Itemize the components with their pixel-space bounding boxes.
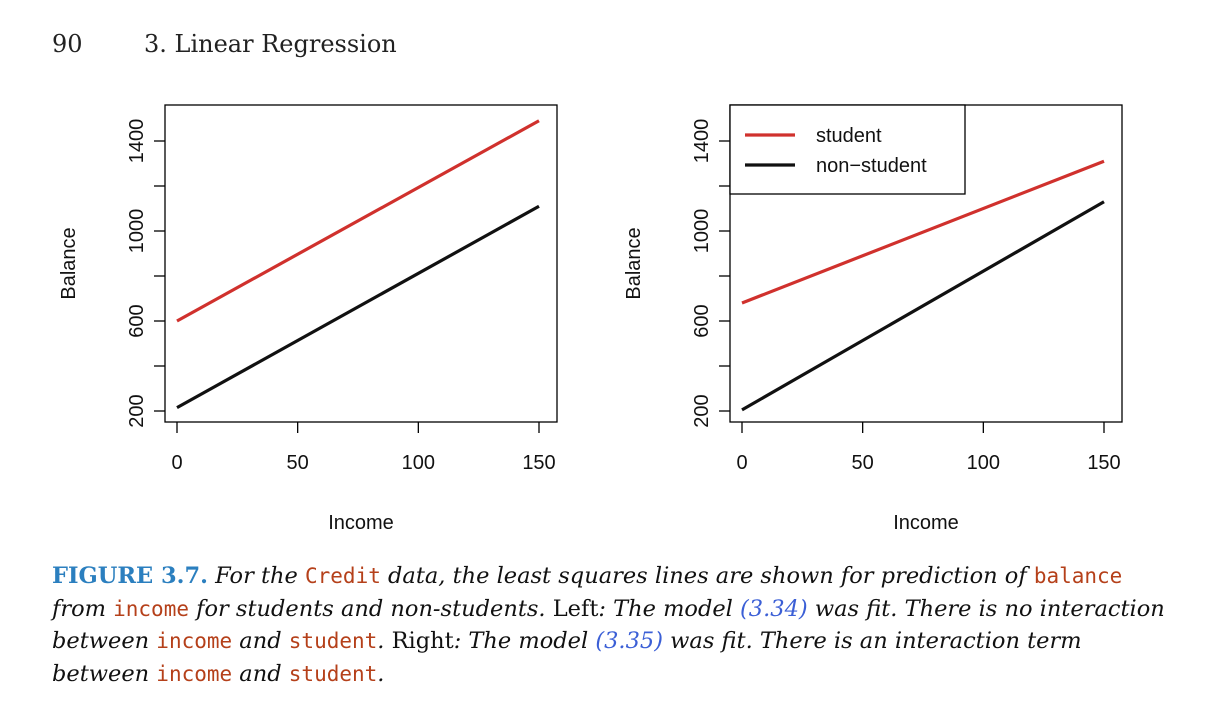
page-header: 90 3. Linear Regression	[52, 30, 397, 58]
section-title: 3. Linear Regression	[144, 30, 397, 58]
caption-text-6: was fit. There is no interaction between	[52, 595, 1165, 655]
caption-text-4: for students and non-students.	[188, 595, 553, 622]
x-axis-title: Income	[328, 512, 394, 534]
caption-text-12: .	[377, 660, 385, 687]
caption-code-balance: balance	[1033, 564, 1123, 588]
series-line-non-student	[176, 204, 540, 410]
y-tick-label: 1400	[691, 119, 713, 164]
chart-right: 0 50 100 150 200 600 1000 1400 Income Balance stud…	[623, 104, 1123, 534]
page-number: 90	[52, 30, 83, 58]
y-axis-title: Balance	[623, 227, 645, 299]
y-tick-label: 200	[691, 394, 713, 427]
caption-text-9: : The model	[453, 628, 596, 654]
y-axis-title: Balance	[58, 227, 80, 299]
caption-code-student: student	[288, 629, 378, 653]
caption-text-2: data, the least squares lines are shown …	[380, 563, 1034, 589]
caption-text-3: from	[52, 595, 114, 622]
figure-label: FIGURE 3.7.	[52, 563, 208, 589]
caption-text-10: was fit. There is an interaction term be…	[52, 628, 1082, 687]
caption-left: Left	[552, 595, 599, 622]
series-line-student	[741, 159, 1105, 305]
x-tick-label: 50	[852, 452, 874, 474]
caption-code-income-2: income	[156, 629, 233, 653]
x-tick-label: 0	[171, 452, 182, 474]
x-tick-label: 150	[1087, 452, 1120, 474]
caption-right: Right	[391, 628, 454, 654]
x-tick-label: 100	[967, 452, 1000, 474]
x-tick-label: 0	[736, 452, 747, 474]
y-tick-label: 1000	[691, 209, 713, 254]
caption-text-1: For the	[208, 563, 305, 589]
y-tick-label: 1400	[126, 119, 148, 164]
x-axis-title: Income	[893, 512, 959, 534]
caption-text-8: .	[377, 628, 392, 654]
caption-code-income: income	[113, 596, 189, 621]
y-tick-label: 1000	[126, 209, 148, 254]
x-tick-label: 100	[402, 452, 435, 474]
caption-code-student-2: student	[288, 661, 378, 686]
caption-text-5: : The model	[598, 595, 741, 622]
y-tick-label: 200	[126, 394, 148, 427]
legend-label: student	[816, 125, 882, 147]
legend-box	[729, 104, 966, 195]
x-tick-label: 50	[287, 452, 309, 474]
caption-text-7: and	[232, 628, 289, 654]
equation-ref-3-34[interactable]: (3.34)	[740, 595, 808, 622]
x-tick-label: 150	[522, 452, 555, 474]
caption-code-credit: Credit	[305, 564, 381, 588]
figure-caption: FIGURE 3.7. For the Credit data, the lea…	[52, 560, 1170, 690]
caption-code-income-3: income	[156, 661, 233, 686]
y-tick-label: 600	[691, 304, 713, 337]
series-line-non-student	[741, 200, 1105, 412]
equation-ref-3-35[interactable]: (3.35)	[595, 628, 663, 654]
caption-text-11: and	[232, 660, 289, 687]
legend-label: non−student	[816, 155, 927, 177]
plot-frame	[164, 104, 558, 423]
series-line-student	[176, 119, 540, 323]
y-tick-label: 600	[126, 304, 148, 337]
chart-left: 0 50 100 150 200 600 1000 1400 Income Balance	[58, 104, 558, 534]
